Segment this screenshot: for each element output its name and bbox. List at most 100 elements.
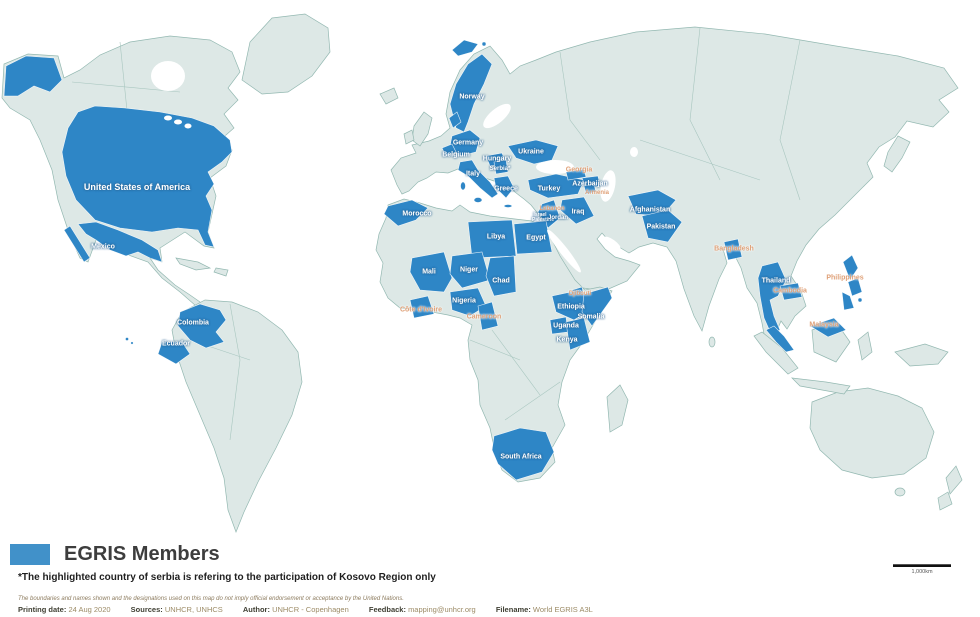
country-shape-svalbard bbox=[451, 39, 479, 57]
island-sri-lanka bbox=[708, 336, 716, 348]
country-shape-norway bbox=[449, 53, 493, 133]
country-shape-malaysia-east bbox=[809, 317, 847, 338]
footer-metadata: Printing date: 24 Aug 2020 Sources: UNHC… bbox=[18, 605, 611, 614]
sources-label: Sources: bbox=[130, 605, 163, 614]
country-shape-afghanistan bbox=[627, 189, 677, 217]
sea-persian-gulf bbox=[603, 236, 621, 250]
country-shape-thailand bbox=[757, 261, 787, 337]
country-shape-turkey bbox=[527, 173, 585, 199]
country-shape-serbia bbox=[493, 159, 509, 175]
filename-label: Filename: bbox=[495, 605, 531, 614]
country-shape-libya bbox=[467, 219, 517, 259]
island-cuba bbox=[175, 257, 212, 271]
sea-black bbox=[536, 160, 574, 174]
printing-date-value: 24 Aug 2020 bbox=[68, 605, 111, 614]
sources: Sources: UNHCR, UNHCS bbox=[131, 605, 223, 614]
country-shape-alaska bbox=[3, 55, 63, 97]
scale-bar-line bbox=[893, 564, 951, 567]
country-shape-denmark bbox=[448, 111, 462, 129]
country-shape-sicily bbox=[473, 197, 483, 203]
country-shape-chad bbox=[485, 255, 517, 297]
border-lines-asia bbox=[559, 27, 801, 201]
country-shape-philippines bbox=[841, 254, 863, 311]
country-shape-belgium bbox=[441, 143, 457, 157]
island-new-guinea bbox=[894, 343, 949, 367]
landmass-greenland bbox=[241, 13, 331, 95]
island-new-zealand-north bbox=[945, 465, 963, 495]
feedback-value: mapping@unhcr.org bbox=[408, 605, 476, 614]
island-new-zealand-south bbox=[937, 491, 953, 511]
country-shape-iraq bbox=[559, 196, 595, 225]
country-shape-morocco bbox=[383, 199, 429, 227]
map-note: *The highlighted country of serbia is re… bbox=[18, 572, 436, 583]
country-shape-malaysia-peninsular bbox=[765, 325, 795, 353]
sea-aral bbox=[630, 147, 638, 157]
legend-swatch bbox=[10, 544, 50, 565]
sea-red bbox=[547, 229, 581, 273]
lake-great-lakes-2 bbox=[174, 119, 182, 125]
country-shape-georgia bbox=[565, 168, 587, 181]
scale-bar-label: 1,000km bbox=[911, 569, 933, 575]
border-lines-africa bbox=[469, 329, 561, 421]
legend-label: EGRIS Members bbox=[64, 543, 220, 565]
author: Author: UNHCR - Copenhagen bbox=[243, 605, 349, 614]
lake-great-lakes-3 bbox=[184, 123, 192, 129]
country-shape-somalia bbox=[581, 286, 613, 327]
sea-caspian bbox=[600, 170, 616, 202]
country-shape-galapagos-2 bbox=[130, 341, 134, 345]
country-shape-ukraine bbox=[507, 139, 559, 165]
island-japan bbox=[883, 135, 911, 173]
island-ireland bbox=[403, 129, 415, 145]
landmass-australia bbox=[809, 387, 935, 479]
printing-date-label: Printing date: bbox=[18, 605, 67, 614]
lake-great-lakes-1 bbox=[164, 115, 172, 121]
author-value: UNHCR - Copenhagen bbox=[272, 605, 349, 614]
country-shape-svalbard-2 bbox=[481, 41, 487, 47]
country-shape-greece bbox=[493, 175, 515, 199]
country-shape-cote-d-ivoire bbox=[409, 295, 435, 319]
country-shape-south-africa bbox=[491, 427, 555, 481]
sea-hudson-bay bbox=[151, 61, 185, 91]
island-madagascar bbox=[606, 384, 629, 433]
country-shape-niger bbox=[449, 251, 491, 289]
country-shape-azerbaijan bbox=[581, 175, 601, 189]
country-shape-bangladesh bbox=[723, 238, 743, 261]
printing-date: Printing date: 24 Aug 2020 bbox=[18, 605, 111, 614]
sources-value: UNHCR, UNHCS bbox=[164, 605, 223, 614]
country-shape-cambodia bbox=[779, 282, 803, 301]
filename-value: World EGRIS A3L bbox=[532, 605, 593, 614]
island-tasmania bbox=[894, 487, 906, 497]
country-shape-colombia bbox=[177, 303, 227, 349]
legend: EGRIS Members bbox=[10, 543, 220, 566]
island-sulawesi bbox=[857, 331, 873, 361]
island-iceland bbox=[379, 87, 399, 105]
author-label: Author: bbox=[242, 605, 270, 614]
landmass-south-america bbox=[171, 299, 303, 533]
country-shape-italy bbox=[457, 159, 499, 199]
disclaimer: The boundaries and names shown and the d… bbox=[18, 596, 404, 602]
country-shape-nigeria bbox=[449, 287, 487, 317]
sea-baltic bbox=[483, 103, 511, 129]
country-shape-crete bbox=[503, 204, 513, 208]
country-shape-kenya bbox=[565, 317, 591, 351]
country-shape-united-states bbox=[61, 105, 233, 248]
island-hispaniola bbox=[213, 267, 229, 277]
country-shape-armenia bbox=[583, 183, 597, 195]
filename: Filename: World EGRIS A3L bbox=[496, 605, 593, 614]
border-lines-americas bbox=[71, 41, 251, 441]
scale-bar: 1,000km bbox=[893, 564, 951, 575]
feedback-label: Feedback: bbox=[368, 605, 406, 614]
country-shape-ecuador bbox=[157, 341, 191, 365]
country-shape-uganda bbox=[549, 316, 569, 335]
country-shape-philippines-island bbox=[857, 297, 863, 303]
country-shape-levant bbox=[537, 199, 561, 229]
island-java bbox=[791, 377, 851, 395]
feedback: Feedback: mapping@unhcr.org bbox=[369, 605, 476, 614]
country-shape-pakistan bbox=[641, 209, 683, 243]
country-shape-cameroon bbox=[477, 301, 499, 331]
country-shape-mexico bbox=[63, 221, 163, 263]
country-shape-egypt bbox=[513, 220, 553, 255]
country-shape-sardinia bbox=[460, 181, 466, 191]
